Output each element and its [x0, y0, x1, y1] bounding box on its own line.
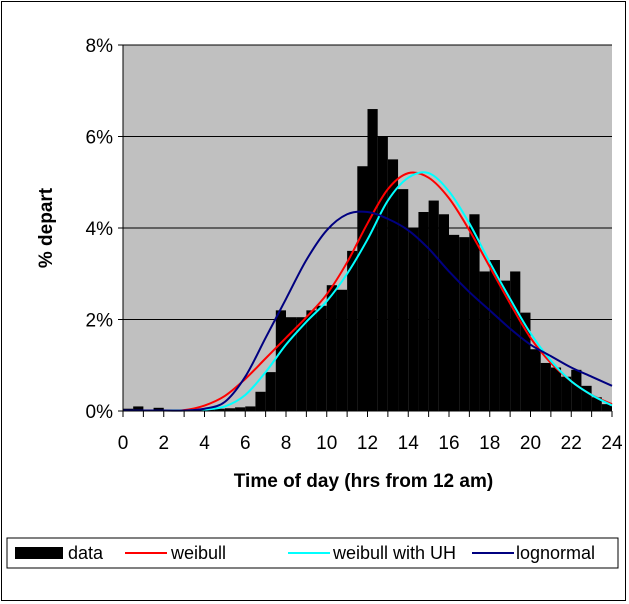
bar-38	[510, 271, 521, 411]
bar-44	[571, 369, 582, 411]
bar-28	[408, 228, 419, 411]
bar-19	[316, 305, 327, 411]
bar-10	[224, 408, 236, 411]
legend: data weibull weibull with UH lognormal	[6, 537, 619, 569]
legend-swatch-data	[15, 547, 63, 559]
series-line-1	[123, 171, 613, 412]
x-axis-title: Time of day (hrs from 12 am)	[234, 471, 493, 492]
x-tick-label-8: 16	[438, 433, 459, 454]
x-tick-label-5: 10	[316, 433, 337, 454]
bar-42	[550, 367, 562, 411]
bar-47	[601, 404, 612, 411]
bar-31	[438, 214, 449, 411]
lines-group	[122, 171, 613, 412]
bar-37	[499, 280, 511, 411]
bar-34	[469, 214, 480, 411]
axes-group	[118, 44, 613, 417]
bar-30	[428, 200, 439, 411]
legend-label-data: data	[68, 543, 104, 563]
bar-17	[296, 317, 307, 411]
bar-46	[591, 397, 602, 411]
legend-label-1: weibull with UH	[332, 543, 456, 563]
legend-label-2: lognormal	[516, 543, 595, 563]
x-tick-label-1: 2	[158, 433, 169, 454]
y-axis-title: % depart	[36, 187, 57, 268]
bar-12	[245, 406, 256, 411]
bar-27	[398, 189, 409, 411]
bar-24	[367, 109, 378, 412]
bars-group	[123, 109, 612, 412]
bar-16	[286, 317, 297, 411]
x-tick-labels: 0 2 4 6 8 10 12 14 16 18 20 22 24	[118, 433, 623, 454]
legend-label-0: weibull	[170, 543, 226, 563]
bar-13	[255, 391, 266, 411]
x-tick-label-9: 18	[479, 433, 500, 454]
bar-1	[133, 406, 144, 411]
x-tick-label-3: 6	[240, 433, 251, 454]
bar-14	[265, 372, 276, 411]
bar-41	[540, 362, 551, 411]
bar-22	[347, 250, 358, 411]
bar-40	[530, 349, 541, 411]
series-line-2	[123, 210, 613, 412]
y-tick-label-0: 0%	[86, 402, 114, 423]
bar-32	[449, 234, 460, 411]
x-tick-label-2: 4	[199, 433, 210, 454]
bar-20	[326, 285, 337, 411]
bar-25	[377, 136, 388, 411]
x-tick-label-11: 22	[561, 433, 582, 454]
bar-43	[561, 376, 572, 411]
bar-3	[153, 407, 164, 411]
bar-18	[306, 310, 317, 411]
bar-26	[387, 159, 399, 411]
bar-9	[214, 408, 225, 411]
bar-29	[418, 211, 429, 411]
y-tick-label-2: 4%	[86, 219, 114, 240]
x-tick-label-12: 24	[601, 433, 623, 454]
y-tick-label-1: 2%	[86, 311, 114, 332]
x-tick-label-7: 14	[398, 433, 420, 454]
bar-45	[581, 385, 592, 411]
bar-15	[275, 310, 286, 411]
bar-21	[336, 289, 348, 411]
x-tick-label-4: 8	[281, 433, 292, 454]
y-tick-label-4: 8%	[86, 36, 114, 57]
bar-39	[520, 312, 531, 411]
bar-35	[479, 271, 490, 411]
series-line-0	[122, 171, 613, 412]
x-tick-label-0: 0	[118, 433, 129, 454]
y-tick-labels: 0% 2% 4% 6% 8%	[86, 36, 114, 423]
x-tick-label-6: 12	[357, 433, 378, 454]
bar-11	[235, 407, 246, 411]
bar-23	[357, 166, 368, 411]
y-tick-label-3: 6%	[86, 128, 114, 149]
bar-33	[459, 237, 470, 411]
x-tick-label-10: 20	[520, 433, 541, 454]
bar-36	[489, 260, 500, 411]
